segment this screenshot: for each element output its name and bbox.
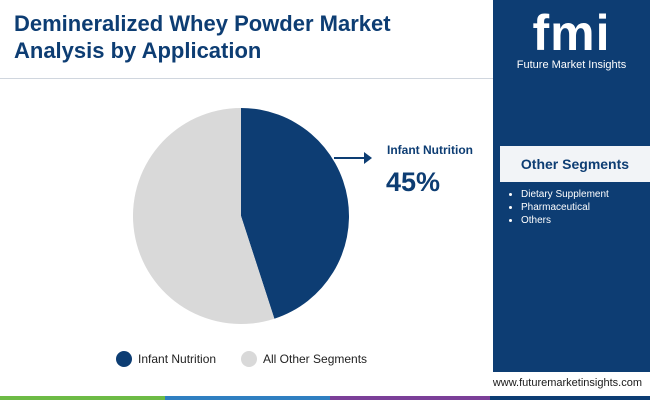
logo: fmi — [532, 5, 611, 61]
segments-list: Dietary SupplementPharmaceuticalOthers — [507, 188, 609, 227]
chart: Infant Nutrition 45% Infant Nutrition All… — [116, 108, 473, 367]
side-panel: fmi Future Market Insights Other Segment… — [493, 0, 650, 372]
legend-label: All Other Segments — [263, 352, 367, 366]
segments-header: Other Segments — [500, 146, 650, 182]
brand-name: Future Market Insights — [516, 59, 627, 71]
footer: www.futuremarketinsights.com — [492, 377, 642, 389]
pie-slice — [133, 108, 275, 324]
segments-title: Other Segments — [520, 156, 630, 172]
segment-item: Pharmaceutical — [521, 201, 609, 214]
callout-arrowhead — [364, 152, 372, 164]
legend-swatch — [116, 351, 132, 367]
segment-item: Dietary Supplement — [521, 188, 609, 201]
chart-title: Demineralized Whey Powder Market Analysi… — [14, 11, 391, 63]
callout-label: Infant Nutrition — [387, 143, 473, 157]
callout-value: 45% — [386, 167, 440, 197]
color-bar — [0, 396, 650, 400]
legend-swatch — [241, 351, 257, 367]
divider — [0, 78, 493, 79]
segment-item: Others — [521, 214, 609, 227]
legend-label: Infant Nutrition — [138, 352, 216, 366]
pie-slice — [241, 108, 350, 319]
